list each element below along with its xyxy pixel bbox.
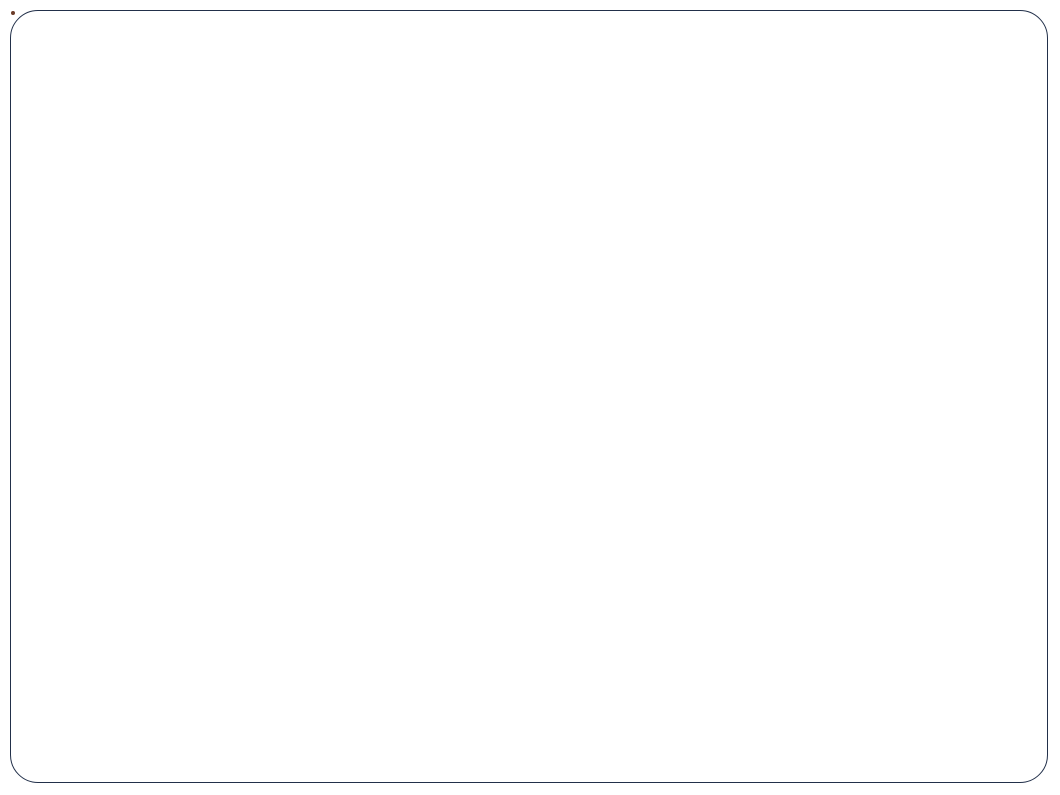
center-title-box [11, 11, 15, 15]
diagram-frame [10, 10, 1048, 783]
